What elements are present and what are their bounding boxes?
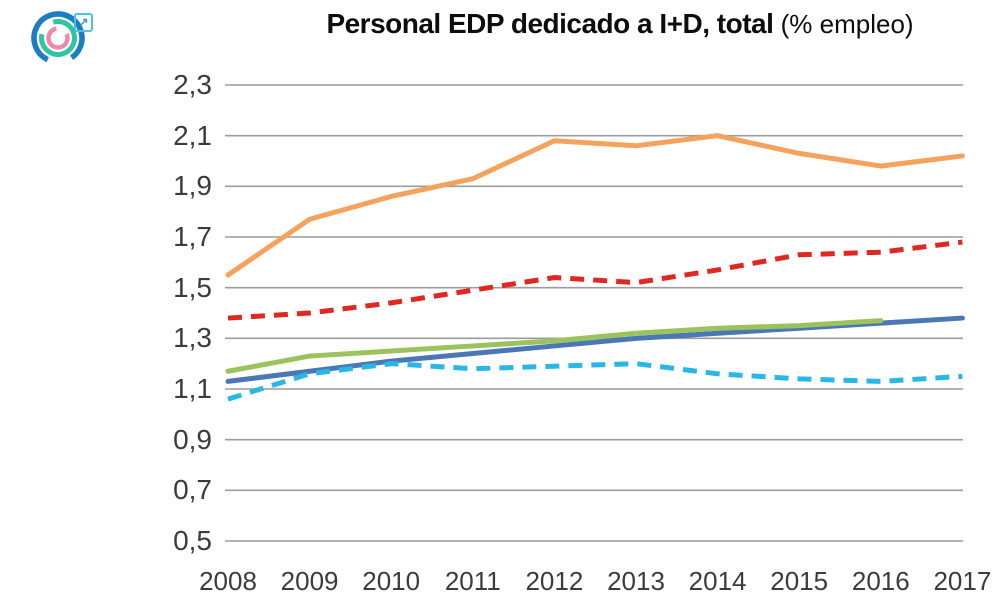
x-axis-tick-label: 2011: [444, 566, 501, 596]
y-axis-tick-label: 1,5: [173, 271, 212, 303]
x-axis-tick-label: 2008: [199, 566, 257, 596]
y-axis-tick-label: 2,3: [173, 69, 212, 100]
x-axis-tick-label: 2016: [851, 566, 910, 596]
y-axis-tick-label: 2,1: [173, 119, 212, 151]
y-axis-tick-label: 1,1: [173, 373, 212, 404]
x-axis-tick-label: 2013: [607, 566, 665, 596]
chart-title: Personal EDP dedicado a I+D, total (% em…: [240, 8, 1000, 40]
external-link-icon[interactable]: ↗: [74, 13, 93, 32]
x-axis-tick-label: 2015: [770, 566, 829, 596]
epdata-logo[interactable]: [26, 8, 90, 68]
y-axis-tick-label: 0,7: [173, 474, 212, 506]
series-line-orange-solid: [225, 133, 965, 278]
x-axis-tick-label: 2012: [525, 566, 584, 596]
y-axis-tick-label: 1,3: [173, 322, 212, 354]
series-line-blue-solid: [225, 315, 965, 384]
y-axis-tick-label: 1,9: [173, 170, 212, 202]
logo-inner-ring: [46, 26, 70, 50]
x-axis-tick-label: 2009: [280, 566, 339, 596]
y-axis-tick-label: 1,7: [173, 221, 212, 252]
x-axis-tick-label: 2010: [362, 566, 421, 596]
chart-title-units: (% empleo): [773, 9, 914, 39]
series-line-green-solid: [225, 318, 884, 374]
chart-title-main: Personal EDP dedicado a I+D, total: [326, 8, 774, 39]
x-axis-tick-label: 2017: [933, 566, 992, 596]
y-axis-tick-label: 0,5: [173, 525, 212, 556]
x-axis-tick-label: 2014: [688, 566, 747, 596]
series-line-cyan-dashed: [227, 361, 963, 402]
y-axis-tick-label: 0,9: [173, 423, 212, 455]
logo-outer-ring: [31, 11, 85, 65]
series-line-red-dashed: [227, 239, 963, 321]
